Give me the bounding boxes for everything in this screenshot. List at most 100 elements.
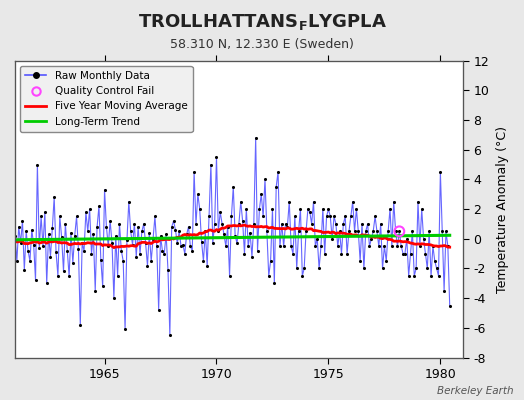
Point xyxy=(151,213,159,220)
Point xyxy=(281,221,290,227)
Point xyxy=(259,213,267,220)
Point xyxy=(63,248,71,254)
Point xyxy=(369,228,377,234)
Point xyxy=(35,244,43,251)
Point xyxy=(315,265,323,272)
Point xyxy=(52,249,60,255)
Point xyxy=(46,253,54,260)
Point xyxy=(152,243,161,249)
Point xyxy=(156,233,165,239)
Point xyxy=(177,243,185,249)
Point xyxy=(365,243,374,249)
Point xyxy=(101,186,109,193)
Point xyxy=(203,262,211,269)
Point xyxy=(397,243,406,249)
Point xyxy=(354,228,363,234)
Point xyxy=(54,273,62,279)
Point xyxy=(76,322,84,328)
Point xyxy=(304,206,312,212)
Point xyxy=(143,262,151,269)
Point xyxy=(440,288,449,294)
Point xyxy=(285,198,293,205)
Point xyxy=(418,206,426,212)
Point xyxy=(356,258,364,264)
Point xyxy=(425,228,433,234)
Point xyxy=(173,240,181,246)
Point xyxy=(412,265,420,272)
Point xyxy=(246,230,254,236)
Point xyxy=(302,228,310,234)
Point xyxy=(50,194,58,200)
Point xyxy=(347,213,355,220)
Point xyxy=(309,198,318,205)
Point xyxy=(419,236,428,242)
Point xyxy=(283,224,291,230)
Point xyxy=(175,228,183,234)
Point xyxy=(108,240,116,246)
Point xyxy=(311,243,320,249)
Point xyxy=(26,258,34,264)
Point xyxy=(89,231,97,238)
Point xyxy=(113,273,122,279)
Point xyxy=(112,233,120,239)
Point xyxy=(29,242,38,248)
Point xyxy=(186,243,194,249)
Point xyxy=(91,288,100,294)
Point xyxy=(136,250,144,257)
Point xyxy=(206,161,215,168)
Point xyxy=(296,206,304,212)
Point xyxy=(402,236,411,242)
Point xyxy=(201,228,210,234)
Point xyxy=(128,242,137,248)
Point xyxy=(216,209,224,215)
Point xyxy=(257,191,266,198)
Point xyxy=(83,228,92,234)
Point xyxy=(145,230,154,236)
Point xyxy=(22,228,30,234)
Point xyxy=(351,228,359,234)
Point xyxy=(80,248,88,254)
Point xyxy=(242,206,250,212)
Point xyxy=(199,258,208,264)
Point xyxy=(253,248,261,254)
Point xyxy=(45,231,53,238)
Point xyxy=(272,184,280,190)
Point xyxy=(58,234,66,240)
Point xyxy=(188,248,196,254)
Point xyxy=(386,206,394,212)
Point xyxy=(205,213,213,220)
Point xyxy=(93,224,101,230)
Point xyxy=(115,221,124,227)
Point xyxy=(190,169,198,175)
Point xyxy=(162,231,170,238)
Legend: Raw Monthly Data, Quality Control Fail, Five Year Moving Average, Long-Term Tren: Raw Monthly Data, Quality Control Fail, … xyxy=(20,66,192,132)
Point xyxy=(198,238,206,245)
Point xyxy=(82,209,90,215)
Point xyxy=(324,206,333,212)
Point xyxy=(218,221,226,227)
Point xyxy=(442,228,450,234)
Point xyxy=(339,221,347,227)
Point xyxy=(376,221,385,227)
Point xyxy=(364,221,372,227)
Point xyxy=(444,243,452,249)
Point xyxy=(125,198,133,205)
Point xyxy=(209,240,217,246)
Point xyxy=(249,221,258,227)
Point xyxy=(279,243,288,249)
Point xyxy=(328,236,336,242)
Point xyxy=(330,213,338,220)
Point xyxy=(298,273,307,279)
Point xyxy=(255,206,264,212)
Point xyxy=(13,258,21,264)
Point xyxy=(241,250,249,257)
Point xyxy=(18,218,27,224)
Point xyxy=(171,227,180,233)
Point xyxy=(382,258,390,264)
Point xyxy=(319,206,327,212)
Point xyxy=(67,230,75,236)
Point xyxy=(155,307,163,313)
Point xyxy=(395,228,403,234)
Point xyxy=(182,231,191,238)
Point xyxy=(132,253,140,260)
